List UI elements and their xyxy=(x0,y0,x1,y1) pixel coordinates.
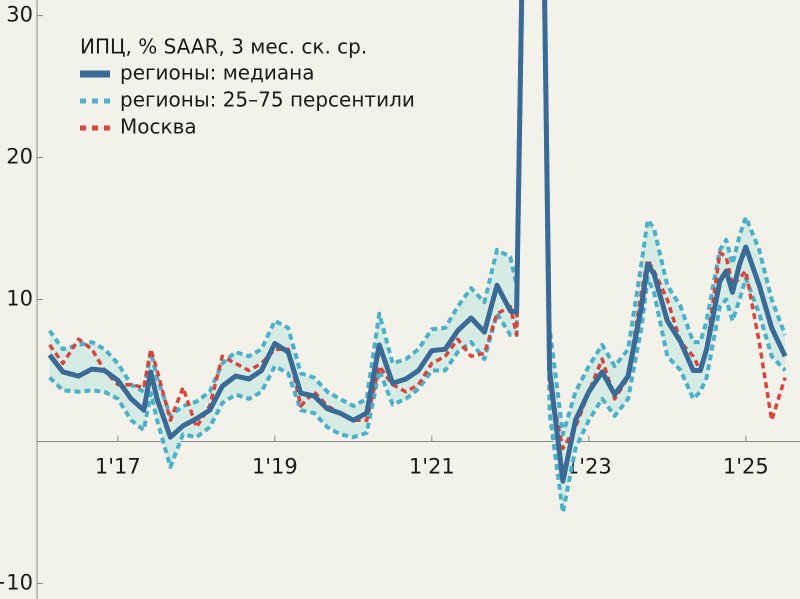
legend-label: регионы: медиана xyxy=(120,61,315,85)
y-tick-label: −10 xyxy=(0,570,33,594)
y-tick-label: 10 xyxy=(6,287,33,311)
x-tick-label: 1'25 xyxy=(723,454,769,478)
x-tick-label: 1'21 xyxy=(409,454,455,478)
plot-area xyxy=(47,0,788,515)
legend-label: Москва xyxy=(120,115,197,139)
band-fill xyxy=(49,0,786,513)
y-tick-label: 30 xyxy=(6,3,33,27)
series-line xyxy=(47,0,788,484)
x-tick-label: 1'17 xyxy=(95,454,141,478)
series-line xyxy=(48,0,787,451)
band-upper-line xyxy=(47,0,787,437)
legend-label: регионы: 25–75 персентили xyxy=(120,88,415,112)
x-tick-label: 1'19 xyxy=(252,454,298,478)
y-tick-label: 20 xyxy=(6,145,33,169)
legend-title: ИПЦ, % SAAR, 3 мес. ск. ср. xyxy=(80,35,367,59)
band-lower-line xyxy=(48,0,787,515)
